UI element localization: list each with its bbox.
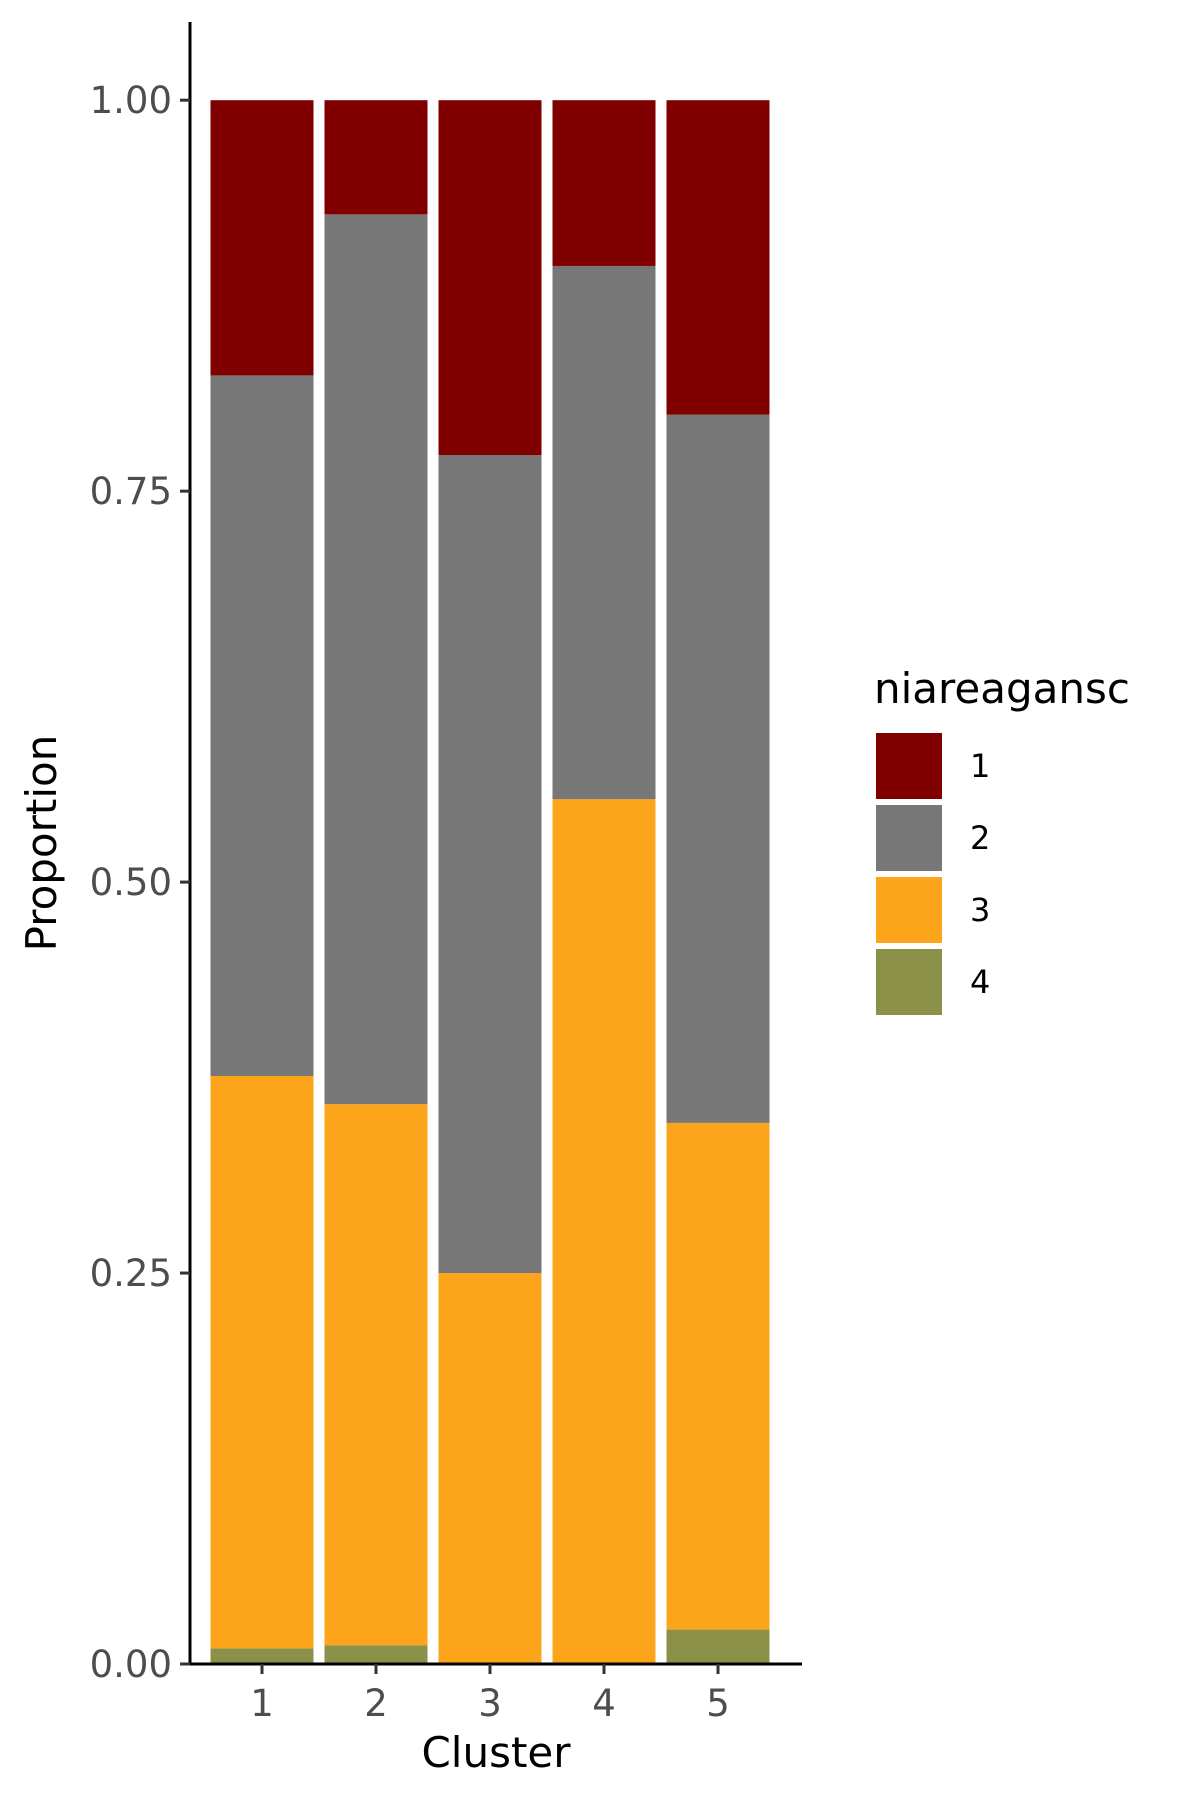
legend-key-1: [876, 733, 942, 799]
legend-label-4: 4: [970, 963, 990, 1001]
bar-cluster-3-level-2: [438, 455, 542, 1274]
legend-title: niareagansc: [874, 664, 1130, 713]
x-tick-label: 4: [592, 1682, 616, 1725]
x-tick-label: 2: [364, 1682, 388, 1725]
y-axis-ticks: 0.00 0.25 0.50 0.75 1.00: [90, 79, 190, 1686]
bar-cluster-5-level-3: [666, 1122, 770, 1630]
bar-cluster-4-level-3: [552, 799, 656, 1664]
bar-cluster-5-level-4: [666, 1629, 770, 1664]
legend-label-2: 2: [970, 819, 990, 857]
x-tick-label: 1: [250, 1682, 274, 1725]
bar-cluster-4-level-2: [552, 265, 656, 800]
bar-cluster-1-level-2: [210, 375, 314, 1077]
legend-label-3: 3: [970, 891, 990, 929]
legend-label-1: 1: [970, 747, 990, 785]
bar-cluster-5-level-1: [666, 100, 770, 415]
bars-layer: [210, 100, 770, 1664]
bar-cluster-3-level-3: [438, 1273, 542, 1664]
bar-cluster-1-level-1: [210, 100, 314, 376]
y-tick-label: 0.00: [90, 1643, 172, 1686]
legend-key-3: [876, 877, 942, 943]
bar-cluster-1-level-4: [210, 1648, 314, 1664]
bar-cluster-2-level-3: [324, 1104, 428, 1646]
bar-cluster-4-level-1: [552, 100, 656, 266]
y-tick-label: 0.25: [90, 1252, 172, 1295]
x-tick-label: 3: [478, 1682, 502, 1725]
bar-cluster-3-level-1: [438, 100, 542, 456]
legend: niareagansc 1 2 3 4: [874, 664, 1130, 1015]
bar-cluster-1-level-3: [210, 1076, 314, 1649]
legend-key-4: [876, 949, 942, 1015]
y-axis-title: Proportion: [17, 735, 66, 952]
bar-cluster-2-level-1: [324, 100, 428, 215]
y-tick-label: 0.75: [90, 470, 172, 513]
x-axis-title: Cluster: [421, 1728, 571, 1777]
y-tick-label: 0.50: [90, 861, 172, 904]
x-axis-ticks: 1 2 3 4 5: [250, 1664, 730, 1725]
legend-key-2: [876, 805, 942, 871]
bar-cluster-2-level-2: [324, 214, 428, 1105]
y-tick-label: 1.00: [90, 79, 172, 122]
bar-cluster-5-level-2: [666, 414, 770, 1123]
x-tick-label: 5: [706, 1682, 730, 1725]
bar-cluster-2-level-4: [324, 1645, 428, 1664]
